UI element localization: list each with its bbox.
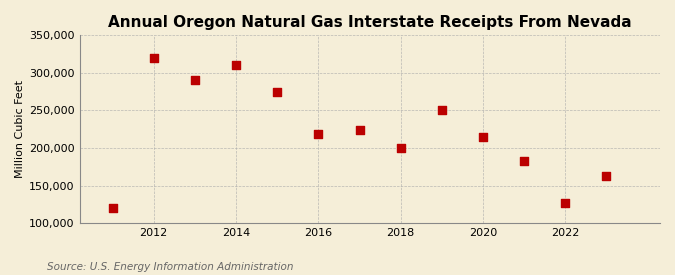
Title: Annual Oregon Natural Gas Interstate Receipts From Nevada: Annual Oregon Natural Gas Interstate Rec… <box>108 15 632 30</box>
Point <box>560 201 571 205</box>
Point <box>190 78 200 82</box>
Point <box>478 134 489 139</box>
Point <box>107 206 118 210</box>
Point <box>148 56 159 60</box>
Point <box>231 63 242 68</box>
Point <box>519 159 530 163</box>
Point <box>354 128 365 132</box>
Point <box>601 174 612 178</box>
Point <box>272 89 283 94</box>
Point <box>396 146 406 150</box>
Point <box>313 132 324 137</box>
Text: Source: U.S. Energy Information Administration: Source: U.S. Energy Information Administ… <box>47 262 294 272</box>
Point <box>437 108 448 112</box>
Y-axis label: Million Cubic Feet: Million Cubic Feet <box>15 80 25 178</box>
